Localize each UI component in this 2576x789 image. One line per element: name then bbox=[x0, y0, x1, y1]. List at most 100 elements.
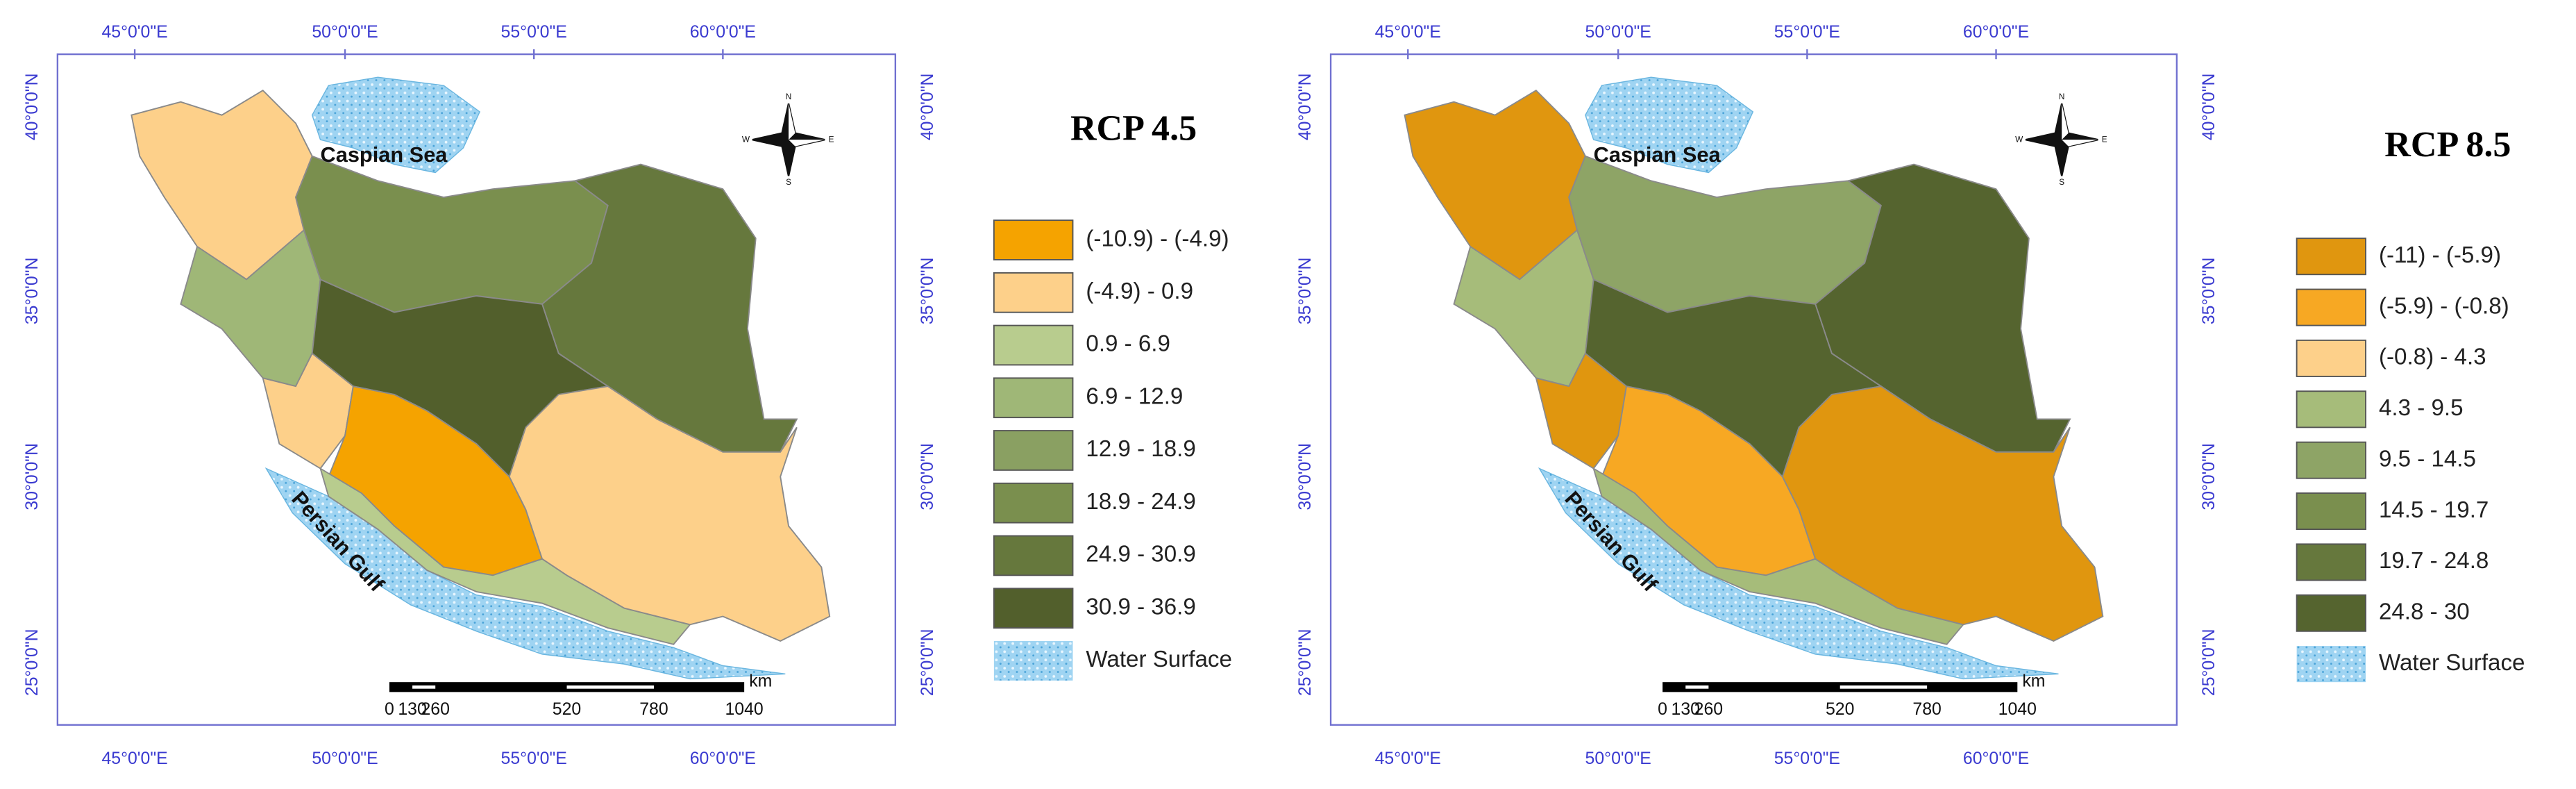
legend-swatch bbox=[993, 377, 1074, 419]
legend-swatch bbox=[993, 588, 1074, 629]
legend-swatch bbox=[993, 430, 1074, 471]
map-panel: 45°0'0"E 45°0'0"E 50°0'0"E 50°0'0"E 55°0'0"E… bbox=[23, 23, 937, 768]
left-coordinate: 40°0'0"N bbox=[23, 74, 42, 141]
right-coordinate: 40°0'0"N bbox=[918, 74, 937, 141]
legend-label: 4.3 - 9.5 bbox=[2379, 395, 2464, 421]
top-coordinate: 55°0'0"E bbox=[1774, 23, 1840, 42]
legend-swatch bbox=[993, 272, 1074, 313]
scale-bar bbox=[566, 685, 654, 689]
scale-bar bbox=[412, 685, 436, 689]
legend-title: RCP 8.5 bbox=[2384, 125, 2511, 165]
legend-label: 30.9 - 36.9 bbox=[1086, 594, 1195, 620]
scale-label: 780 bbox=[639, 700, 668, 719]
legend-swatch bbox=[993, 219, 1074, 260]
left-coordinate: 25°0'0"N bbox=[1296, 629, 1315, 696]
bottom-coordinate: 45°0'0"E bbox=[101, 749, 167, 768]
scale-label: 780 bbox=[1912, 700, 1941, 719]
right-coordinate: 30°0'0"N bbox=[2200, 443, 2219, 510]
legend-swatch bbox=[2296, 288, 2366, 326]
scale-bar bbox=[1840, 685, 1928, 689]
scale-unit: km bbox=[2022, 672, 2045, 691]
bottom-coordinate: 55°0'0"E bbox=[501, 749, 567, 768]
compass-letter: S bbox=[786, 177, 791, 187]
compass-rose bbox=[2062, 103, 2098, 147]
legend-label: 19.7 - 24.8 bbox=[2379, 548, 2489, 574]
legend-swatch bbox=[2296, 543, 2366, 581]
scale-label: 1040 bbox=[725, 700, 764, 719]
compass-letter: W bbox=[742, 134, 750, 144]
scale-label: 1040 bbox=[1998, 700, 2037, 719]
scale-label: 520 bbox=[553, 700, 581, 719]
bottom-coordinate: 60°0'0"E bbox=[690, 749, 756, 768]
legend-label: (-5.9) - (-0.8) bbox=[2379, 293, 2509, 319]
scale-bar bbox=[1685, 685, 1709, 689]
legend-label: (-10.9) - (-4.9) bbox=[1086, 226, 1229, 251]
legend-label: Water Surface bbox=[1086, 647, 1231, 672]
legend-swatch bbox=[2296, 238, 2366, 276]
right-coordinate: 35°0'0"N bbox=[2200, 258, 2219, 325]
right-coordinate: 30°0'0"N bbox=[918, 443, 937, 510]
top-coordinate: 55°0'0"E bbox=[501, 23, 567, 42]
left-coordinate: 30°0'0"N bbox=[1296, 443, 1315, 510]
right-coordinate: 40°0'0"N bbox=[2200, 74, 2219, 141]
top-coordinate: 50°0'0"E bbox=[1585, 23, 1651, 42]
region bbox=[508, 385, 831, 642]
left-coordinate: 40°0'0"N bbox=[1296, 74, 1315, 141]
legend-label: (-11) - (-5.9) bbox=[2379, 242, 2501, 268]
water-body bbox=[311, 76, 480, 174]
compass-letter: N bbox=[2059, 92, 2065, 101]
legend-swatch bbox=[2296, 390, 2366, 429]
region bbox=[1781, 385, 2104, 642]
bottom-coordinate: 60°0'0"E bbox=[1963, 749, 2029, 768]
scale-label: 0 bbox=[385, 700, 394, 719]
legend-swatch bbox=[2296, 492, 2366, 531]
legend-label: 0.9 - 6.9 bbox=[1086, 331, 1170, 357]
sea-label: Caspian Sea bbox=[1594, 142, 1721, 167]
scale-label: 130 bbox=[398, 700, 426, 719]
top-coordinate: 60°0'0"E bbox=[690, 23, 756, 42]
scale-unit: km bbox=[749, 672, 772, 691]
left-coordinate: 35°0'0"N bbox=[1296, 258, 1315, 325]
legend-swatch bbox=[2296, 646, 2366, 683]
scale-label: 520 bbox=[1826, 700, 1854, 719]
right-coordinate: 25°0'0"N bbox=[918, 629, 937, 696]
bottom-coordinate: 50°0'0"E bbox=[1585, 749, 1651, 768]
top-coordinate: 45°0'0"E bbox=[101, 23, 167, 42]
legend-label: (-4.9) - 0.9 bbox=[1086, 279, 1193, 304]
compass-letter: E bbox=[2102, 134, 2107, 144]
legend-label: 18.9 - 24.9 bbox=[1086, 489, 1195, 515]
right-coordinate: 25°0'0"N bbox=[2200, 629, 2219, 696]
map-panel: 45°0'0"E 45°0'0"E 50°0'0"E 50°0'0"E 55°0'0"E… bbox=[1296, 23, 2219, 768]
compass-rose bbox=[789, 103, 825, 147]
top-coordinate: 50°0'0"E bbox=[312, 23, 378, 42]
legend-swatch bbox=[2296, 339, 2366, 377]
top-coordinate: 60°0'0"E bbox=[1963, 23, 2029, 42]
bottom-coordinate: 55°0'0"E bbox=[1774, 749, 1840, 768]
compass-letter: N bbox=[786, 92, 792, 101]
compass-letter: S bbox=[2059, 177, 2064, 187]
legend-label: 12.9 - 18.9 bbox=[1086, 436, 1195, 462]
water-body bbox=[1585, 76, 1754, 174]
right-coordinate: 35°0'0"N bbox=[918, 258, 937, 325]
legend-label: 24.8 - 30 bbox=[2379, 599, 2470, 625]
legend-title: RCP 4.5 bbox=[1070, 108, 1197, 148]
left-coordinate: 35°0'0"N bbox=[23, 258, 42, 325]
scale-label: 0 bbox=[1658, 700, 1667, 719]
scale-label: 260 bbox=[421, 700, 449, 719]
legend-label: 6.9 - 12.9 bbox=[1086, 383, 1183, 409]
legend-label: Water Surface bbox=[2379, 650, 2525, 676]
compass-letter: E bbox=[829, 134, 834, 144]
legend-label: 24.9 - 30.9 bbox=[1086, 542, 1195, 567]
bottom-coordinate: 50°0'0"E bbox=[312, 749, 378, 768]
legend-label: 14.5 - 19.7 bbox=[2379, 497, 2489, 523]
legend-label: (-0.8) - 4.3 bbox=[2379, 344, 2486, 370]
legend-swatch bbox=[993, 482, 1074, 524]
legend-swatch bbox=[993, 324, 1074, 366]
compass-letter: W bbox=[2015, 134, 2023, 144]
legend-swatch bbox=[2296, 441, 2366, 479]
sea-label: Caspian Sea bbox=[321, 142, 448, 167]
top-coordinate: 45°0'0"E bbox=[1375, 23, 1441, 42]
scale-label: 130 bbox=[1672, 700, 1700, 719]
